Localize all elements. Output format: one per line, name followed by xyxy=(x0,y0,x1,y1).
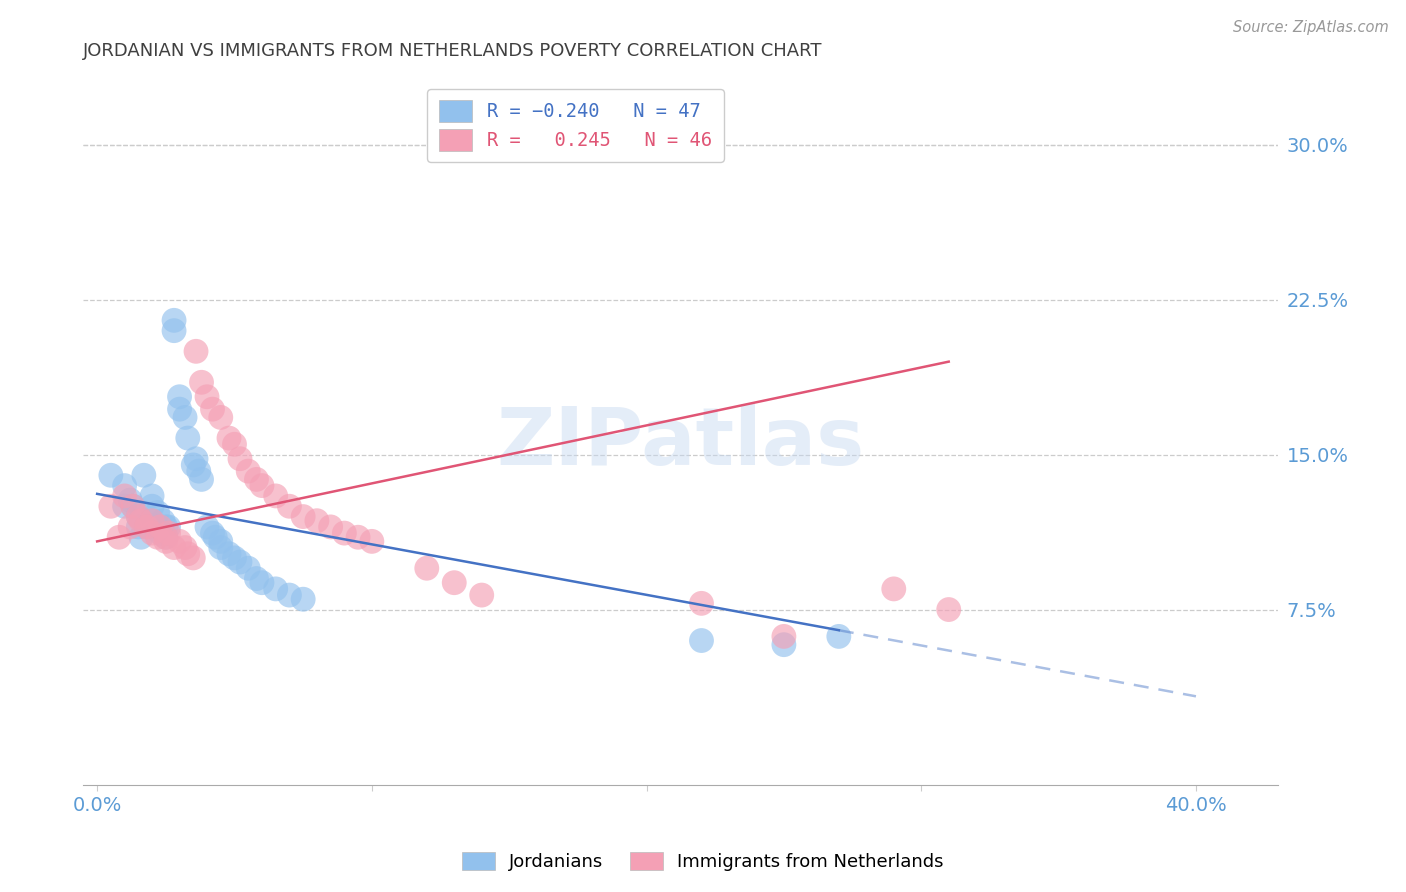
Point xyxy=(120,520,142,534)
Point xyxy=(177,547,200,561)
Point xyxy=(305,514,328,528)
Point xyxy=(114,500,136,514)
Point xyxy=(190,376,212,390)
Point xyxy=(347,530,370,544)
Point xyxy=(155,520,177,534)
Point xyxy=(152,514,174,528)
Point xyxy=(163,541,186,555)
Text: Source: ZipAtlas.com: Source: ZipAtlas.com xyxy=(1233,20,1389,35)
Point xyxy=(129,530,152,544)
Point xyxy=(169,390,191,404)
Point xyxy=(184,451,207,466)
Point xyxy=(773,638,796,652)
Point xyxy=(184,344,207,359)
Point xyxy=(201,402,224,417)
Point xyxy=(181,458,204,472)
Point xyxy=(149,526,172,541)
Point xyxy=(146,520,169,534)
Point xyxy=(416,561,439,575)
Point xyxy=(155,530,177,544)
Point xyxy=(135,520,157,534)
Point xyxy=(141,500,163,514)
Point xyxy=(238,561,260,575)
Point xyxy=(333,526,356,541)
Point xyxy=(141,514,163,528)
Point xyxy=(224,550,246,565)
Point xyxy=(319,520,342,534)
Point xyxy=(195,520,218,534)
Point xyxy=(278,588,301,602)
Point xyxy=(146,530,169,544)
Point xyxy=(938,602,960,616)
Point xyxy=(121,500,143,514)
Text: JORDANIAN VS IMMIGRANTS FROM NETHERLANDS POVERTY CORRELATION CHART: JORDANIAN VS IMMIGRANTS FROM NETHERLANDS… xyxy=(83,42,823,60)
Point xyxy=(204,530,226,544)
Point xyxy=(121,500,143,514)
Point xyxy=(127,520,149,534)
Point xyxy=(187,464,209,478)
Point xyxy=(292,509,315,524)
Text: ZIPatlas: ZIPatlas xyxy=(496,404,865,482)
Point xyxy=(169,402,191,417)
Point xyxy=(229,555,252,569)
Point xyxy=(201,526,224,541)
Point xyxy=(195,390,218,404)
Point xyxy=(264,489,287,503)
Point xyxy=(163,313,186,327)
Point xyxy=(224,437,246,451)
Point xyxy=(114,478,136,492)
Point xyxy=(135,520,157,534)
Point xyxy=(190,472,212,486)
Point xyxy=(108,530,131,544)
Point xyxy=(250,575,273,590)
Point xyxy=(264,582,287,596)
Point xyxy=(155,530,177,544)
Point xyxy=(127,509,149,524)
Point xyxy=(146,505,169,519)
Point xyxy=(209,534,232,549)
Point xyxy=(229,451,252,466)
Point xyxy=(114,489,136,503)
Point xyxy=(828,629,851,643)
Point xyxy=(690,596,713,610)
Point xyxy=(443,575,465,590)
Point xyxy=(773,629,796,643)
Point xyxy=(174,541,197,555)
Point xyxy=(209,541,232,555)
Point xyxy=(218,431,240,445)
Legend: Jordanians, Immigrants from Netherlands: Jordanians, Immigrants from Netherlands xyxy=(456,845,950,879)
Point xyxy=(141,514,163,528)
Point xyxy=(690,633,713,648)
Point xyxy=(155,534,177,549)
Point xyxy=(883,582,905,596)
Point xyxy=(174,410,197,425)
Legend: R = −0.240   N = 47, R =   0.245   N = 46: R = −0.240 N = 47, R = 0.245 N = 46 xyxy=(427,89,724,162)
Point xyxy=(245,572,267,586)
Point xyxy=(292,592,315,607)
Point xyxy=(360,534,382,549)
Point xyxy=(100,500,122,514)
Point xyxy=(250,478,273,492)
Point xyxy=(149,520,172,534)
Point xyxy=(181,550,204,565)
Point xyxy=(100,468,122,483)
Point xyxy=(127,509,149,524)
Point xyxy=(471,588,494,602)
Point xyxy=(278,500,301,514)
Point xyxy=(132,468,155,483)
Point xyxy=(177,431,200,445)
Point xyxy=(129,514,152,528)
Point xyxy=(209,410,232,425)
Point xyxy=(141,489,163,503)
Point xyxy=(120,493,142,508)
Point xyxy=(157,526,180,541)
Point xyxy=(238,464,260,478)
Point xyxy=(141,526,163,541)
Point xyxy=(169,534,191,549)
Point xyxy=(218,547,240,561)
Point xyxy=(163,324,186,338)
Point xyxy=(245,472,267,486)
Point xyxy=(157,520,180,534)
